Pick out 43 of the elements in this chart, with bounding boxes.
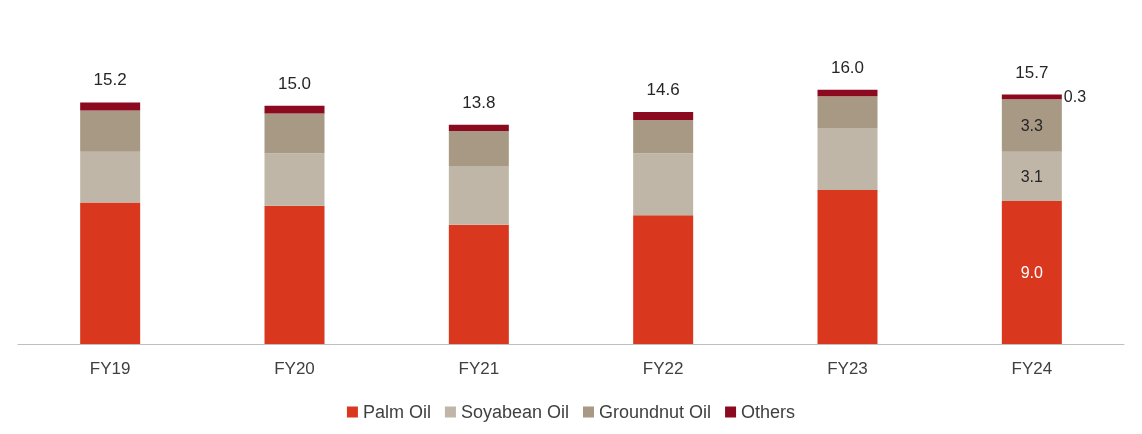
total-label: 14.6 xyxy=(646,80,680,100)
bar xyxy=(80,102,141,111)
x-tick-label: FY24 xyxy=(1011,359,1053,378)
bar xyxy=(1001,99,1062,152)
bar xyxy=(1001,151,1062,201)
bar xyxy=(633,153,694,216)
bar xyxy=(448,131,509,167)
bar xyxy=(448,224,509,344)
bar xyxy=(817,89,878,97)
data-label: 3.3 xyxy=(1020,117,1044,135)
total-label: 15.2 xyxy=(93,70,127,90)
legend-label: Groundnut Oil xyxy=(599,402,712,422)
x-tick-label: FY20 xyxy=(274,359,315,378)
bar xyxy=(633,215,694,344)
x-tick-label: FY19 xyxy=(89,359,131,378)
bar xyxy=(80,110,141,152)
bar xyxy=(80,202,141,344)
bar xyxy=(264,113,325,154)
bar xyxy=(1001,201,1062,344)
bar xyxy=(80,151,141,203)
total-label: 15.0 xyxy=(277,73,312,93)
total-label: 16.0 xyxy=(830,57,865,77)
legend-label: Palm Oil xyxy=(362,402,431,422)
legend-label: Others xyxy=(741,402,796,422)
bar xyxy=(264,153,325,206)
data-label: 3.1 xyxy=(1020,167,1044,185)
bar xyxy=(817,96,878,128)
bar xyxy=(633,112,694,120)
bar xyxy=(448,124,509,132)
bar xyxy=(817,127,878,190)
bar xyxy=(264,105,325,114)
data-label: 9.0 xyxy=(1020,264,1044,281)
bar xyxy=(633,119,694,154)
total-label: 15.7 xyxy=(1015,62,1049,82)
x-tick-label: FY22 xyxy=(642,359,684,378)
legend-label: Soyabean Oil xyxy=(460,402,570,422)
total-label: 13.8 xyxy=(462,92,496,112)
x-tick-label: FY21 xyxy=(458,359,500,378)
x-tick-label: FY23 xyxy=(827,359,868,378)
bar xyxy=(817,189,878,344)
data-label: 0.3 xyxy=(1063,88,1087,106)
bar xyxy=(264,205,325,344)
bar xyxy=(448,166,509,225)
